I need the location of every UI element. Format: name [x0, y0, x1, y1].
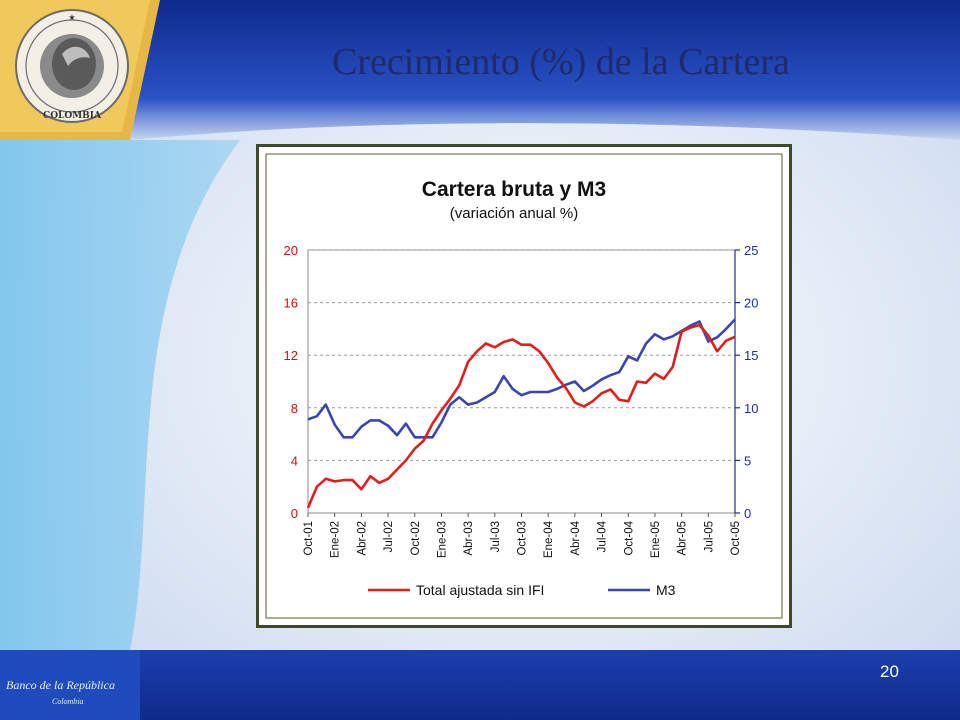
x-tick-label: Abr-02 [356, 521, 368, 556]
left-tick-label: 12 [284, 348, 298, 363]
gridlines [308, 249, 735, 461]
x-tick-label: Abr-05 [677, 521, 689, 556]
x-tick-label: Oct-05 [730, 521, 742, 556]
x-tick-label: Ene-05 [650, 521, 662, 558]
right-tick-label: 25 [744, 243, 758, 258]
bank-seal-logo: ★ COLOMBIA [15, 9, 129, 123]
right-tick-label: 0 [744, 506, 751, 521]
slide-number: 20 [880, 662, 899, 681]
right-tick-label: 15 [744, 348, 758, 363]
x-tick-label: Ene-03 [436, 521, 448, 558]
page-title: Crecimiento (%) de la Cartera [332, 41, 790, 83]
x-tick-label: Ene-02 [330, 521, 342, 558]
left-tick-label: 20 [284, 243, 298, 258]
x-axis: Oct-01 Ene-02 Abr-02 Jul-02 Oct-02 Ene-03 Abr-… [303, 513, 742, 558]
x-tick-label: Jul-02 [383, 521, 395, 552]
x-tick-label: Oct-03 [517, 521, 529, 556]
x-tick-label: Abr-04 [570, 520, 582, 555]
right-tick-label: 5 [744, 453, 751, 468]
left-axis: 0 4 8 12 16 20 [284, 243, 298, 521]
chart: Cartera bruta y M3 (variación anual %) 0… [256, 144, 792, 628]
right-tick-label: 20 [744, 296, 758, 311]
x-tick-label: Oct-02 [410, 521, 422, 556]
plot-area [307, 249, 736, 514]
svg-text:★: ★ [68, 13, 75, 22]
series-line-total-ajustada-sin-ifi [306, 323, 736, 509]
right-tick-label: 10 [744, 401, 758, 416]
left-tick-label: 16 [284, 296, 298, 311]
x-tick-label: Jul-03 [490, 521, 502, 552]
footer-logo-subtext: Colombia [52, 697, 84, 706]
x-tick-label: Jul-04 [597, 520, 609, 552]
x-tick-label: Jul-05 [703, 521, 715, 552]
left-tick-label: 0 [291, 506, 298, 521]
x-tick-label: Oct-04 [623, 520, 635, 555]
left-tick-label: 8 [291, 401, 298, 416]
svg-text:COLOMBIA: COLOMBIA [43, 111, 102, 121]
chart-subtitle: (variación anual %) [450, 205, 578, 222]
legend-label: Total ajustada sin IFI [416, 582, 544, 598]
left-tick-label: 4 [291, 453, 298, 468]
series-line-m3 [307, 318, 736, 439]
legend-label: M3 [656, 582, 676, 598]
x-tick-label: Oct-01 [303, 521, 315, 556]
chart-title: Cartera bruta y M3 [422, 178, 606, 201]
footer-logo-text: Banco de la República [6, 678, 115, 692]
x-tick-label: Ene-04 [543, 520, 555, 558]
x-tick-label: Abr-03 [463, 521, 475, 556]
legend: Total ajustada sin IFI M3 [368, 582, 676, 598]
series-layer [306, 318, 736, 509]
right-axis: 0 5 10 15 20 25 [734, 243, 758, 521]
